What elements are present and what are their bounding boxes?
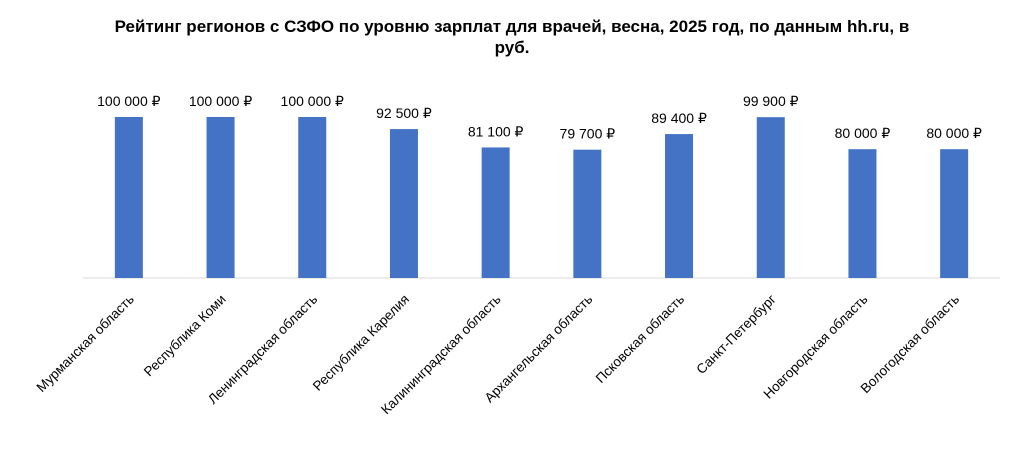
category-label: Новгородская область — [760, 292, 870, 402]
category-label: Ленинградская область — [205, 292, 320, 407]
data-label: 79 700 ₽ — [560, 126, 616, 142]
bar — [389, 129, 418, 278]
bar — [848, 149, 877, 278]
bar — [940, 149, 969, 278]
bar — [298, 117, 327, 278]
data-label: 100 000 ₽ — [189, 93, 252, 109]
bars-group — [114, 117, 969, 278]
data-label: 99 900 ₽ — [743, 93, 799, 109]
category-label: Мурманская область — [34, 292, 137, 395]
data-label: 100 000 ₽ — [97, 93, 160, 109]
category-label: Вологодская область — [858, 292, 963, 397]
data-label: 80 000 ₽ — [926, 125, 982, 141]
data-labels-group: 100 000 ₽ 100 000 ₽ 100 000 ₽ 92 500 ₽ 81 10… — [97, 93, 982, 142]
category-label: Республика Коми — [141, 292, 229, 380]
category-label: Архангельская область — [482, 292, 596, 406]
chart-title: Рейтинг регионов с СЗФО по уровню зарпла… — [114, 17, 910, 57]
bar — [206, 117, 235, 278]
data-label: 92 500 ₽ — [376, 105, 432, 121]
data-label: 89 400 ₽ — [651, 110, 707, 126]
data-label: 100 000 ₽ — [281, 93, 344, 109]
bar — [573, 149, 602, 278]
data-label: 81 100 ₽ — [468, 123, 524, 139]
bar — [114, 117, 143, 278]
category-label: Республика Карелия — [310, 292, 412, 394]
bar — [481, 147, 510, 278]
category-label: Псковская область — [593, 292, 687, 386]
category-label: Санкт-Петербург — [693, 291, 779, 377]
category-labels-group: Мурманская область Республика КомиЛенингр… — [34, 291, 963, 417]
bar — [665, 134, 694, 278]
data-label: 80 000 ₽ — [835, 125, 891, 141]
bar — [756, 117, 785, 278]
